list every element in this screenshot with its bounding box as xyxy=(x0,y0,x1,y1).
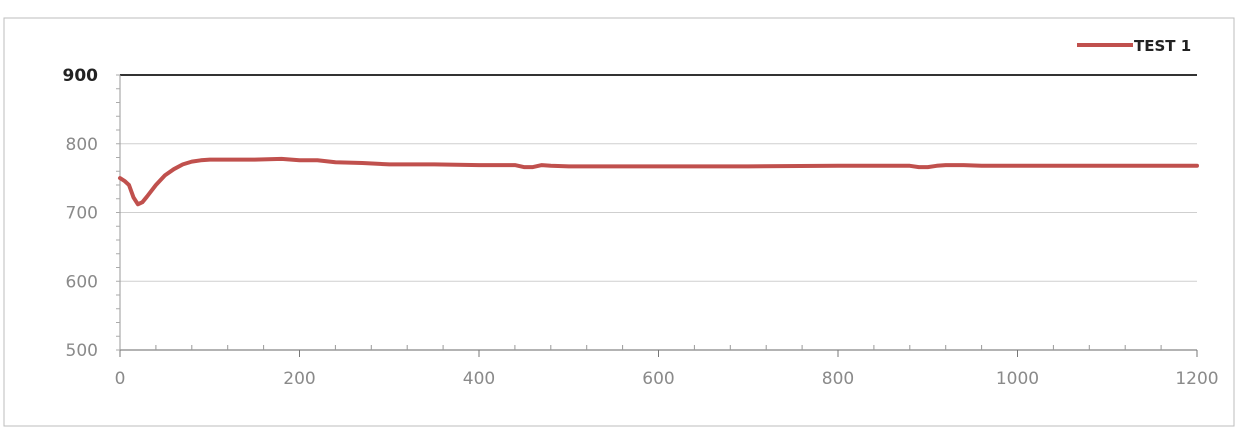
legend: TEST 1 xyxy=(1077,37,1191,55)
x-tick-label: 800 xyxy=(822,369,854,389)
y-tick-label: 900 xyxy=(63,66,99,86)
gridlines xyxy=(120,74,1197,282)
y-tick-label: 600 xyxy=(66,272,98,292)
series-line-test-1 xyxy=(118,156,1199,207)
axes xyxy=(116,74,1198,357)
chart-border xyxy=(3,17,1235,427)
y-tick-label: 700 xyxy=(66,204,98,224)
x-tick-label: 1200 xyxy=(1175,369,1218,389)
x-tick-label: 600 xyxy=(642,369,674,389)
x-tick-label: 400 xyxy=(463,369,495,389)
y-tick-label: 800 xyxy=(66,135,98,155)
x-tick-label: 0 xyxy=(115,369,126,389)
y-tick-label: 500 xyxy=(66,341,98,361)
legend-label: TEST 1 xyxy=(1134,37,1191,55)
series-lines xyxy=(118,156,1199,207)
tick-labels: 0 200 400 600 800 1000 1200 500 600 700 800 900 xyxy=(63,66,1219,389)
x-tick-label: 200 xyxy=(283,369,315,389)
x-tick-label: 1000 xyxy=(996,369,1039,389)
